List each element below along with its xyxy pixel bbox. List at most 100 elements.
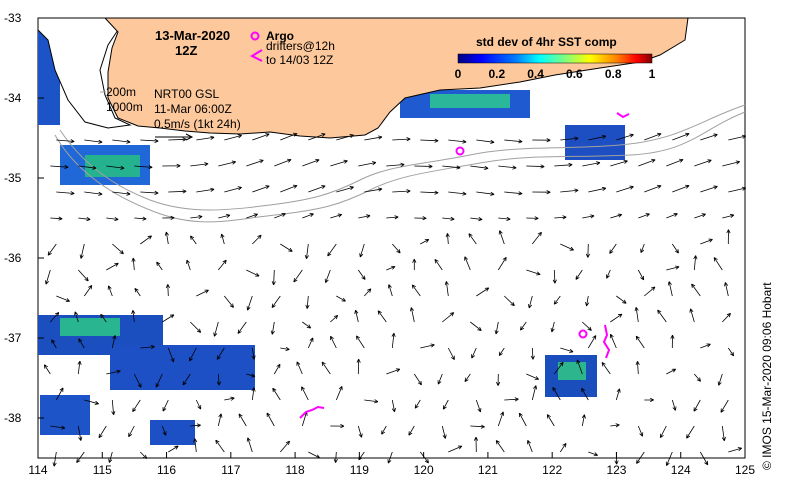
current-vector-arrow xyxy=(216,373,221,386)
current-vector-arrow xyxy=(553,295,561,305)
current-vector-arrow xyxy=(588,451,598,457)
current-vector-arrow xyxy=(442,312,455,323)
isobath-200m xyxy=(59,104,746,211)
current-vector-arrow xyxy=(134,287,141,297)
credit-text: © IMOS 15-Mar-2020 09:06 Hobart xyxy=(760,282,774,470)
argo-float-2 xyxy=(578,329,588,339)
current-vector-arrow xyxy=(364,399,379,404)
current-vector-arrow xyxy=(694,373,701,382)
current-vector-arrow xyxy=(327,243,337,257)
current-vector-arrow xyxy=(246,213,258,219)
current-vector-arrow xyxy=(526,164,545,169)
current-vector-arrow xyxy=(411,284,421,297)
current-vector-arrow xyxy=(700,343,711,349)
y-tick-label: -35 xyxy=(4,171,22,185)
current-vector-arrow xyxy=(553,361,564,375)
current-vector-arrow xyxy=(560,136,579,141)
contour-label-200m: 200m xyxy=(106,85,136,99)
current-vector-arrow xyxy=(364,288,372,297)
current-vector-arrow xyxy=(196,135,215,141)
current-vector-arrow xyxy=(496,373,501,386)
current-vector-arrow xyxy=(162,163,181,168)
current-vector-arrow xyxy=(532,190,551,195)
current-vector-arrow xyxy=(609,333,617,349)
current-vector-arrow xyxy=(470,165,489,170)
current-vector-arrow xyxy=(581,387,589,401)
current-vector-arrow xyxy=(252,185,270,193)
current-vector-arrow xyxy=(155,373,163,388)
current-vector-arrow xyxy=(111,335,117,349)
current-vector-arrow xyxy=(560,188,579,193)
current-vector-arrow xyxy=(51,339,57,349)
current-vector-arrow xyxy=(665,451,673,466)
x-tick-label: 122 xyxy=(542,463,562,477)
current-vector-arrow xyxy=(140,235,152,245)
current-vector-arrow xyxy=(637,425,644,437)
current-vector-arrow xyxy=(302,321,312,329)
current-vector-arrow xyxy=(644,286,656,297)
current-vector-arrow xyxy=(635,335,645,349)
current-vector-arrow xyxy=(468,233,477,245)
drifter-track-3 xyxy=(616,112,630,119)
current-vector-arrow xyxy=(84,191,103,196)
current-vector-arrow xyxy=(386,162,405,167)
sst-patch-south-west-2 xyxy=(110,345,255,390)
current-vector-arrow xyxy=(246,269,260,277)
sst-patch-east-shelf xyxy=(565,125,625,160)
current-vector-arrow xyxy=(640,243,645,253)
current-vector-arrow xyxy=(610,213,623,219)
current-vector-arrow xyxy=(357,425,363,438)
current-vector-arrow xyxy=(442,165,461,170)
current-vector-arrow xyxy=(106,262,119,271)
x-tick-label: 123 xyxy=(606,463,626,477)
current-vector-arrow xyxy=(56,295,70,302)
current-vector-arrow xyxy=(140,451,148,460)
drifter-track-1 xyxy=(299,405,325,419)
current-vector-arrow xyxy=(195,399,202,410)
current-vector-arrow xyxy=(220,233,225,245)
current-vector-arrow xyxy=(559,442,567,453)
current-vector-arrow xyxy=(722,312,731,323)
current-vector-arrow xyxy=(189,347,197,362)
current-vector-arrow xyxy=(636,451,645,464)
current-vector-arrow xyxy=(635,361,640,375)
current-vector-arrow xyxy=(112,191,131,196)
current-vector-arrow xyxy=(330,159,348,167)
current-vector-arrow xyxy=(686,425,695,439)
current-vector-arrow xyxy=(552,269,557,284)
current-vector-arrow xyxy=(693,399,701,412)
current-vector-arrow xyxy=(238,413,247,427)
current-vector-arrow xyxy=(217,413,223,427)
current-vector-arrow xyxy=(504,139,523,144)
current-vector-arrow xyxy=(475,399,482,413)
current-vector-arrow xyxy=(610,159,628,167)
current-vector-arrow xyxy=(531,385,538,401)
current-vector-arrow xyxy=(616,295,627,304)
current-vector-arrow xyxy=(55,387,64,401)
isobath-lines xyxy=(54,104,746,223)
current-vector-arrow xyxy=(133,373,142,388)
current-vector-arrow xyxy=(356,358,361,375)
current-vector-arrow xyxy=(190,423,201,428)
current-vector-arrow xyxy=(251,387,256,401)
current-vector-arrow xyxy=(530,347,535,360)
x-tick-label: 115 xyxy=(93,463,112,477)
current-vector-arrow xyxy=(252,133,270,141)
colorbar-gradient xyxy=(457,53,653,64)
current-vector-arrow xyxy=(445,233,450,245)
current-vector-arrow xyxy=(251,347,256,360)
current-vector-arrow xyxy=(637,269,645,281)
current-vector-arrow xyxy=(694,213,706,219)
colorbar-tick-label: 0.8 xyxy=(605,67,622,81)
current-vector-arrow xyxy=(408,425,415,436)
current-vector-arrow xyxy=(134,165,153,170)
current-vector-arrow xyxy=(107,285,113,297)
current-vector-arrow xyxy=(162,314,175,323)
current-vector-arrow xyxy=(441,425,447,439)
current-vector-arrow xyxy=(381,425,387,435)
scale-arrowhead xyxy=(185,133,194,141)
info-block: 200m 1000m NRT00 GSL 11-Mar 06:00Z 0.5m/… xyxy=(100,85,241,141)
current-vector-arrow xyxy=(582,214,595,219)
current-vector-arrow xyxy=(364,135,383,141)
current-vector-arrow xyxy=(691,283,701,297)
